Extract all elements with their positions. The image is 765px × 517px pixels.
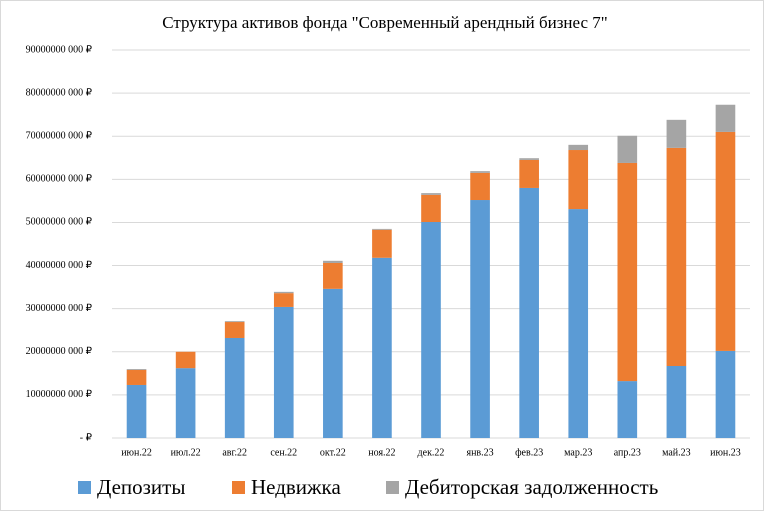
bar-segment	[568, 150, 589, 210]
y-tick-label: 20000000 000 ₽	[26, 346, 93, 357]
bar-segment	[421, 193, 441, 195]
legend-swatch	[386, 481, 399, 494]
x-tick-label: ноя.22	[368, 447, 395, 458]
bar-segment	[617, 135, 638, 163]
bar-segment	[273, 291, 294, 294]
bar-segment	[323, 262, 343, 289]
x-tick-label: янв.23	[466, 447, 493, 458]
y-tick-label: 10000000 000 ₽	[26, 389, 93, 400]
x-tick-label: июл.22	[171, 447, 201, 458]
legend-label: Депозиты	[97, 475, 185, 499]
bar-segment	[519, 159, 539, 188]
x-tick-label: авг.22	[222, 447, 247, 458]
bar-segment	[323, 288, 343, 438]
bar-segment	[421, 194, 441, 223]
bar-segment	[126, 384, 147, 438]
bar-segment	[715, 131, 736, 351]
legend-label: Недвижка	[251, 475, 341, 499]
bar-segment	[715, 350, 736, 438]
bar-segment	[617, 162, 638, 382]
bar-segment	[617, 381, 638, 438]
bar-segment	[175, 368, 196, 438]
bar-segment	[715, 104, 736, 132]
bar-segment	[666, 119, 687, 148]
y-tick-label: 80000000 000 ₽	[26, 87, 93, 98]
x-tick-label: окт.22	[320, 447, 346, 458]
bar-segment	[666, 366, 687, 438]
bar-segment	[470, 171, 490, 173]
bar-segment	[470, 200, 490, 438]
x-tick-label: дек.22	[418, 447, 445, 458]
bar-segment	[519, 158, 539, 160]
x-tick-label: июн.23	[710, 447, 741, 458]
bar-segment	[519, 187, 539, 438]
y-tick-label: 70000000 000 ₽	[26, 131, 93, 142]
legend-swatch	[232, 481, 245, 494]
chart-title: Структура активов фонда "Современный аре…	[162, 13, 608, 32]
bar-segment	[126, 369, 147, 385]
bar-segment	[372, 228, 392, 230]
y-tick-label: 40000000 000 ₽	[26, 260, 93, 271]
x-tick-label: сен.22	[270, 447, 297, 458]
bar-segment	[372, 257, 392, 438]
bar-segment	[273, 306, 294, 438]
bar-segment	[323, 260, 343, 263]
bar-segment	[224, 337, 245, 438]
bar-segment	[666, 147, 687, 367]
x-tick-label: июн.22	[121, 447, 152, 458]
y-tick-label: 90000000 000 ₽	[26, 44, 93, 55]
bar-segment	[372, 229, 392, 258]
bar-segment	[224, 322, 245, 338]
y-tick-label: 50000000 000 ₽	[26, 217, 93, 228]
y-tick-label: - ₽	[80, 432, 93, 443]
y-tick-label: 30000000 000 ₽	[26, 303, 93, 314]
x-tick-label: фев.23	[515, 447, 543, 458]
bar-segment	[470, 172, 490, 201]
legend-label: Дебиторская задолженность	[405, 475, 658, 499]
bar-segment	[224, 321, 245, 323]
bar-segment	[273, 293, 294, 307]
bar-segment	[421, 222, 441, 438]
bar-segment	[175, 351, 196, 369]
bar-segment	[568, 209, 589, 438]
y-tick-label: 60000000 000 ₽	[26, 174, 93, 185]
legend-swatch	[78, 481, 91, 494]
x-tick-label: май.23	[662, 447, 691, 458]
x-tick-label: мар.23	[564, 447, 592, 458]
x-tick-label: апр.23	[614, 447, 641, 458]
bar-segment	[568, 144, 589, 151]
bar-segment	[126, 369, 147, 370]
